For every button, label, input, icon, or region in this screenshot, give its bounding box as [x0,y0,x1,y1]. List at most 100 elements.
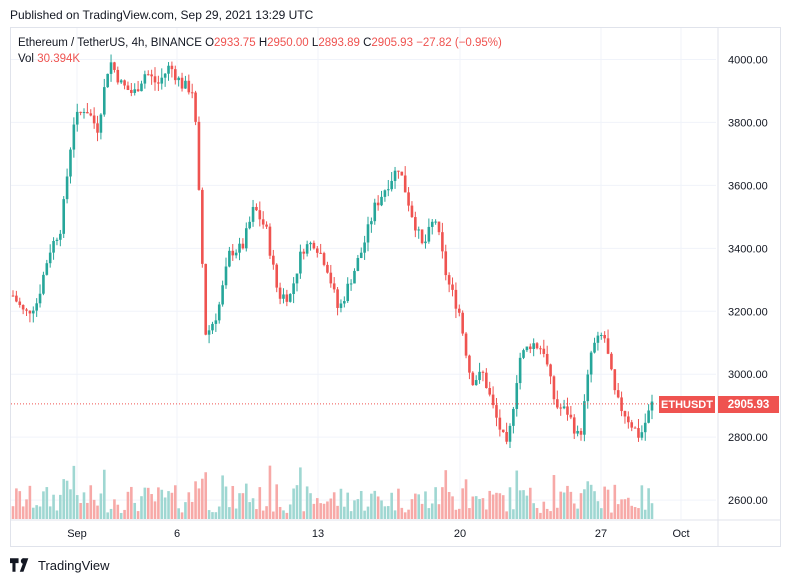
volume-bar [59,494,62,519]
volume-bar [38,506,42,519]
volume-bar [501,495,505,519]
volume-bar [309,493,312,519]
volume-bar [380,500,383,519]
symbol-price-tag: ETHUSDT [659,396,715,413]
candle-body [485,372,488,388]
volume-bar [140,496,143,519]
candle-body [251,206,255,222]
volume-bar [187,492,191,519]
candle-body [593,342,596,353]
candle-body [322,253,326,265]
volume-bar [123,509,126,519]
candle-body [59,233,62,240]
candle-body [309,242,312,245]
volume-bar [339,488,343,519]
candle-body [353,270,356,284]
volume-bar [204,472,208,519]
candle-body [457,308,461,313]
volume-bar [173,485,177,519]
volume-bar [82,492,86,519]
grid-lines [11,28,716,519]
volume-bar [106,512,109,519]
volume-bar [126,491,130,519]
candle-body [292,283,295,295]
candle-body [299,251,302,274]
volume-bar [542,501,546,519]
candle-body [275,264,279,288]
price-tick-label: 4000.00 [728,54,768,66]
tradingview-footer[interactable]: TradingView [10,556,110,574]
candle-body [393,170,397,181]
volume-bar [397,488,400,519]
candle-body [234,252,238,256]
candle-body [265,224,268,227]
candle-body [170,65,174,70]
volume-bar [92,499,96,519]
volume-bar [346,492,350,519]
volume-bar [119,512,123,519]
candle-body [150,74,153,77]
candle-body [498,417,502,430]
candle-body [228,250,231,267]
price-tick-label: 3600.00 [728,180,768,192]
volume-bar [498,493,502,519]
volume-bar [640,485,644,519]
candle-body [21,304,25,310]
volume-bar [238,493,241,519]
candle-body [295,273,299,284]
candle-body [258,210,262,220]
volume-bar [153,501,157,519]
candle-body [326,264,329,273]
volume-bar [332,492,336,519]
volume-bar [474,496,478,519]
candle-body [157,82,160,84]
volume-bar [613,484,617,519]
volume-bar [373,490,377,519]
candle-body [569,414,573,418]
candle-body [370,221,373,225]
candle-body [620,397,623,412]
candle-body [508,425,512,442]
volume-bar [414,493,417,519]
volume-bar [630,505,634,519]
candle-body [512,408,515,426]
candle-body [407,192,410,206]
candle-body [241,243,245,249]
volume-bar [583,489,586,519]
candle-body [82,112,86,114]
legend-l-value: 2893.89 [318,37,360,49]
volume-bar [55,510,59,519]
candle-body [376,202,380,206]
volume-bar [343,506,346,519]
volume-bar [251,498,255,519]
volume-bar [180,512,184,519]
volume-bar [366,506,370,519]
volume-bar [272,511,275,519]
volume-bar [42,491,45,519]
volume-bar [485,509,488,519]
candle-body [319,252,322,254]
candle-body [214,320,218,324]
candle-body [522,350,525,358]
volume-bar [184,502,187,519]
legend-title: Ethereum / TetherUS, 4h, BINANCE [18,37,202,49]
volume-bar [495,492,498,519]
volume-bar [390,492,393,519]
volume-bar [52,494,55,519]
candle-body [167,65,170,74]
volume-bar [194,481,197,519]
candle-body [349,283,353,285]
candle-body [45,263,49,275]
volume-bar [515,470,519,519]
candle-body [515,383,519,409]
candle-body [75,111,79,125]
volume-bar [393,510,397,519]
candle-body [89,113,93,116]
volume-bar [228,507,231,519]
candle-body [468,355,471,373]
candle-body [288,294,292,302]
candle-body [160,77,164,84]
volume-bar [62,479,66,519]
legend-c-label: C [363,37,372,49]
